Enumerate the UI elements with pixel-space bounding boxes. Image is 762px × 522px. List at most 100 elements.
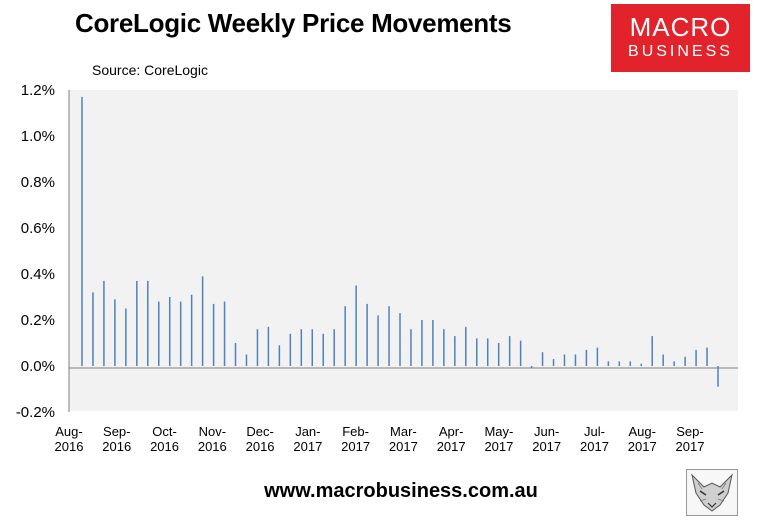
- x-tick-label: 2017: [532, 439, 561, 454]
- bar: [179, 301, 182, 366]
- bar: [147, 280, 149, 366]
- bar: [267, 326, 270, 366]
- bar: [607, 361, 610, 366]
- bar: [103, 280, 105, 366]
- bar: [530, 366, 533, 369]
- macrobusiness-logo: MACRO BUSINESS: [611, 4, 750, 72]
- x-tick-label: 2016: [150, 439, 179, 454]
- bar: [673, 361, 675, 366]
- x-tick-label: Jan-: [295, 424, 320, 439]
- bar: [201, 276, 204, 366]
- y-tick-label: -0.2%: [16, 404, 55, 421]
- bar: [136, 280, 138, 366]
- x-tick-label: Sep-: [103, 424, 130, 439]
- bar: [651, 336, 653, 366]
- chart-title: CoreLogic Weekly Price Movements: [75, 8, 512, 38]
- bar: [190, 294, 193, 366]
- x-tick-label: 2016: [102, 439, 131, 454]
- source-note: Source: CoreLogic: [92, 62, 208, 78]
- x-tick-label: Aug-: [55, 424, 82, 439]
- fox-logo-icon: [686, 469, 738, 516]
- x-axis-ticks: Aug-2016Sep-2016Oct-2016Nov-2016Dec-2016…: [55, 424, 705, 454]
- x-tick-label: Oct-: [152, 424, 177, 439]
- x-tick-label: May-: [484, 424, 513, 439]
- bar: [355, 285, 357, 366]
- bar: [322, 333, 324, 366]
- y-tick-label: 0.4%: [21, 266, 55, 283]
- x-tick-label: 2017: [676, 439, 705, 454]
- bar: [596, 347, 599, 366]
- bar: [234, 343, 237, 366]
- bar: [158, 301, 160, 366]
- y-tick-label: 1.2%: [21, 82, 55, 99]
- x-tick-label: 2016: [55, 439, 84, 454]
- bar: [212, 303, 215, 366]
- bar: [300, 329, 303, 366]
- bar: [695, 349, 697, 366]
- bar: [541, 352, 544, 366]
- bar: [81, 96, 83, 367]
- bar: [443, 329, 445, 366]
- bar: [476, 338, 478, 366]
- footer-url: www.macrobusiness.com.au: [264, 480, 538, 502]
- bar: [377, 315, 379, 366]
- x-tick-label: Apr-: [439, 424, 464, 439]
- bar: [223, 301, 226, 366]
- x-tick-label: 2017: [437, 439, 466, 454]
- bar: [168, 297, 171, 366]
- bar-series: [81, 96, 719, 387]
- bar: [497, 343, 500, 366]
- x-tick-label: 2017: [341, 439, 370, 454]
- x-tick-label: 2017: [484, 439, 513, 454]
- bar: [311, 329, 314, 366]
- bar: [399, 313, 401, 366]
- bar: [344, 306, 346, 366]
- bar: [289, 333, 292, 366]
- logo-line1: MACRO: [629, 12, 732, 42]
- bar: [125, 308, 127, 366]
- x-tick-label: Aug-: [628, 424, 655, 439]
- bar: [454, 336, 456, 366]
- x-tick-label: Jul-: [584, 424, 605, 439]
- bar: [256, 329, 259, 366]
- bar: [388, 306, 390, 366]
- bar: [465, 326, 467, 366]
- bar: [662, 354, 664, 366]
- y-tick-label: 1.0%: [21, 128, 55, 145]
- bar: [114, 299, 116, 366]
- bar: [552, 359, 555, 366]
- x-tick-label: Dec-: [246, 424, 273, 439]
- y-axis-ticks: -0.2% 0.0% 0.2% 0.4% 0.6% 0.8% 1.0% 1.2%: [16, 82, 55, 421]
- x-tick-label: Nov-: [199, 424, 226, 439]
- bar: [366, 303, 368, 366]
- x-tick-label: Sep-: [676, 424, 703, 439]
- bar: [486, 338, 489, 366]
- x-tick-label: Mar-: [390, 424, 417, 439]
- x-tick-label: 2016: [246, 439, 275, 454]
- bar: [684, 356, 686, 366]
- bar: [717, 366, 719, 387]
- x-tick-label: 2017: [628, 439, 657, 454]
- bar: [629, 361, 632, 366]
- bar: [585, 349, 588, 366]
- y-tick-label: 0.0%: [21, 358, 55, 375]
- y-tick-label: 0.2%: [21, 312, 55, 329]
- bar: [640, 363, 642, 366]
- x-tick-label: 2017: [580, 439, 609, 454]
- bar: [432, 320, 434, 366]
- bar: [508, 336, 511, 366]
- bar: [519, 340, 522, 366]
- bar: [706, 347, 708, 366]
- bar: [245, 354, 248, 366]
- x-tick-label: Feb-: [342, 424, 369, 439]
- bar: [563, 354, 566, 366]
- x-tick-label: Jun-: [534, 424, 559, 439]
- x-tick-label: 2016: [198, 439, 227, 454]
- logo-line2: BUSINESS: [628, 43, 733, 60]
- bar: [333, 329, 335, 366]
- bar: [574, 354, 577, 366]
- x-tick-label: 2017: [389, 439, 418, 454]
- y-tick-label: 0.6%: [21, 220, 55, 237]
- bar: [278, 345, 281, 366]
